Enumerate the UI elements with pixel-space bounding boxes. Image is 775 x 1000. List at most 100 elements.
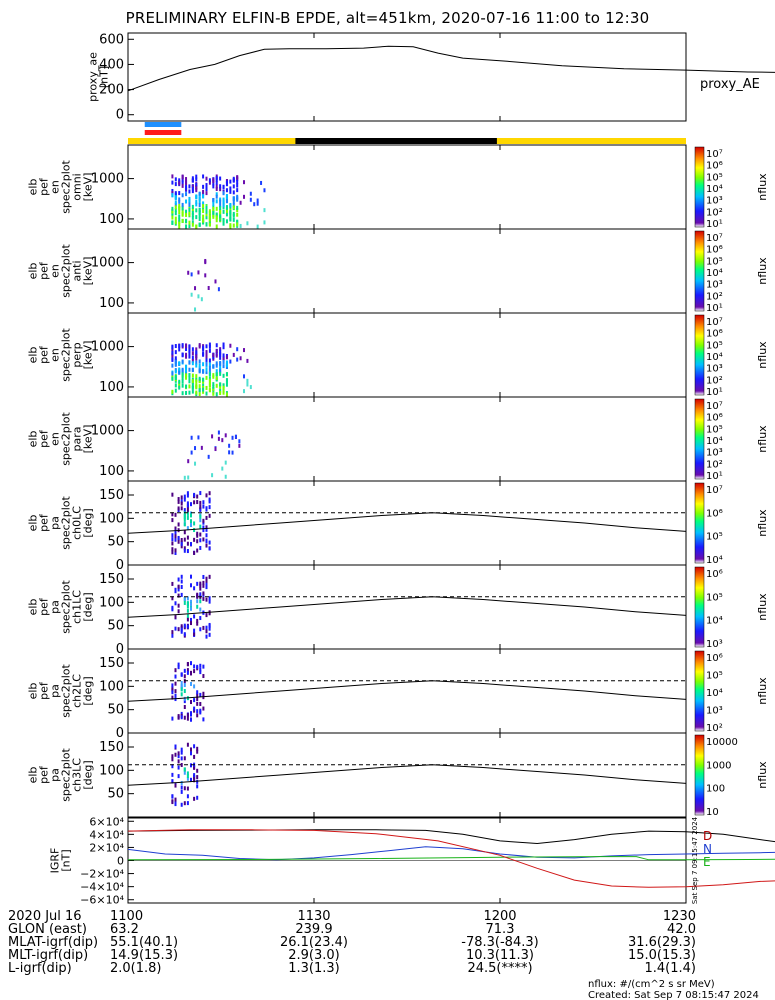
pa-pixel — [190, 712, 192, 717]
ylabel-text: pa — [49, 516, 62, 530]
spectrogram-pixel — [191, 373, 194, 378]
igrf-line-unnamed — [127, 829, 775, 888]
pa-pixel — [174, 783, 177, 788]
pa-pixel — [199, 692, 202, 697]
pa-pixel — [196, 690, 199, 695]
spectrogram-pixel — [219, 347, 222, 352]
spectrogram-pixel — [188, 220, 191, 225]
spectrogram-pixel — [236, 175, 239, 180]
spectrogram-pixel — [198, 207, 201, 212]
spectrogram-pixel — [236, 183, 239, 188]
pa-pixel — [196, 713, 199, 718]
pa-pixel — [199, 545, 202, 550]
spectrogram-pixel — [185, 346, 188, 351]
spectrogram-pixel — [171, 188, 174, 193]
spectrogram-pixel — [178, 191, 181, 196]
spectrogram-pixel — [219, 388, 222, 393]
pa-pixel — [180, 687, 183, 692]
pa-pixel — [199, 616, 202, 621]
ylabel-text: [nT] — [98, 66, 111, 88]
spectrogram-pixel — [246, 221, 249, 226]
spectrogram-pixel — [211, 434, 214, 439]
pa-pixel — [180, 692, 183, 697]
spectrogram-pixel — [198, 222, 201, 227]
spectrogram-pixel — [195, 208, 198, 213]
pa-pixel — [202, 591, 205, 596]
pa-pixel — [193, 698, 196, 703]
colorbar-label: nflux — [756, 677, 769, 705]
pa-pixel — [180, 680, 183, 685]
spectrogram-pixel — [243, 180, 246, 185]
spectrogram-pixel — [212, 184, 215, 189]
pa-pixel — [174, 802, 177, 807]
spectrogram-pixel — [219, 355, 222, 360]
pa-pixel — [193, 550, 196, 555]
spectrogram-pixel — [219, 365, 222, 370]
spectrogram-pixel — [236, 347, 239, 352]
spectrogram-pixel — [229, 202, 232, 207]
spectrogram-pixel — [222, 191, 225, 196]
spectrogram-pixel — [222, 353, 225, 358]
pa-pixel — [174, 526, 177, 531]
spectrogram-pixel — [212, 181, 215, 186]
spectrogram-pixel — [215, 372, 218, 377]
spectrogram-pixel — [224, 460, 227, 465]
spectrogram-pixel — [204, 273, 207, 278]
colorbar-tick-label: 10⁵ — [706, 340, 723, 351]
spectrogram-pixel — [195, 347, 198, 352]
pa-pixel — [196, 592, 199, 597]
spectrogram-pixel — [205, 358, 208, 363]
spectrogram-pixel — [219, 362, 222, 367]
spectrogram-pixel — [174, 205, 177, 210]
spectrogram-pixel — [181, 383, 184, 388]
pa-pixel — [174, 693, 177, 698]
spectrogram-pixel — [208, 342, 211, 347]
pa-pixel — [183, 494, 186, 499]
spectrogram-pixel — [198, 199, 201, 204]
colorbar-tick-label: 10⁷ — [706, 233, 723, 244]
colorbar-label-text: nflux — [756, 425, 769, 453]
pa-pixel — [180, 501, 183, 506]
footer-row-value: 1200 — [483, 909, 516, 924]
pa-pixel — [190, 717, 192, 722]
spectrogram-pixel — [236, 220, 239, 225]
colorbar-tick-label: 10000 — [706, 737, 738, 748]
footer-row-value: 1.3(1.3) — [288, 961, 340, 976]
spectrogram-pixel — [249, 191, 252, 196]
spectrogram-pixel — [171, 363, 174, 368]
spectrogram-pixel — [198, 384, 201, 389]
spectrogram-pixel — [195, 195, 198, 200]
spectrogram-pixel — [174, 207, 177, 212]
pa-pixel — [174, 681, 177, 686]
ylabel-text: [nT] — [60, 849, 73, 871]
pa-pixel — [186, 776, 189, 781]
pa-pixel — [180, 802, 183, 807]
spectrogram-pixel — [191, 368, 194, 373]
spectrogram-pixel — [236, 357, 239, 362]
spectrogram-pixel — [229, 189, 232, 194]
spectrogram-pixel — [225, 196, 228, 201]
pa-pixel — [196, 697, 199, 702]
pa-pixel — [202, 537, 205, 542]
pa-pixel — [196, 693, 199, 698]
spectrogram-pixel — [191, 207, 194, 212]
pa-pixel — [177, 584, 180, 589]
spectrogram-pixel — [195, 374, 198, 379]
pa-pixel — [171, 764, 174, 769]
spectrogram-pixel — [229, 205, 232, 210]
pa-pixel — [196, 531, 199, 536]
spectrogram-pixel — [205, 355, 208, 360]
spectrogram-pixel — [171, 347, 174, 352]
spectrogram-pixel — [205, 222, 208, 227]
spectrogram-pixel — [191, 351, 194, 356]
spectrogram-frame — [127, 228, 687, 314]
pa-pixel — [180, 750, 183, 755]
pa-pixel — [193, 521, 196, 526]
y-tick-label: 1000 — [91, 256, 124, 271]
igrf-legend-letter: N — [703, 842, 712, 856]
spectrogram-pixel — [188, 189, 191, 194]
spectrogram-frame — [127, 396, 687, 482]
spectrogram-pixel — [171, 353, 174, 358]
pa-pixel — [183, 696, 186, 701]
pa-pixel — [202, 528, 205, 533]
